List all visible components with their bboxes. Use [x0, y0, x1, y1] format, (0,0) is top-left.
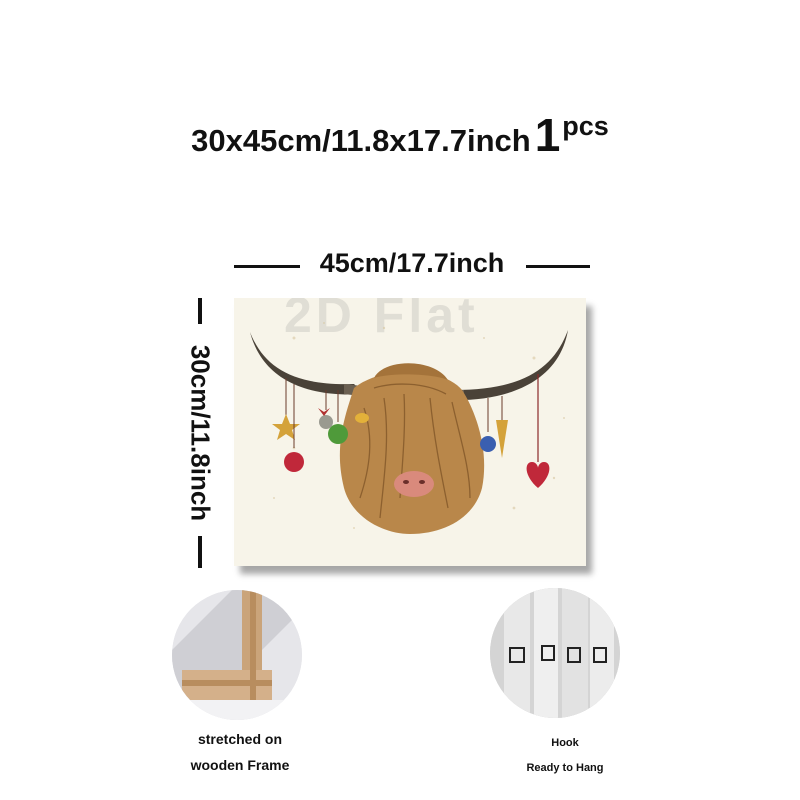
- height-dimension: 30cm/11.8inch: [178, 298, 222, 568]
- quantity-number: 1: [534, 109, 561, 161]
- wooden-frame-corner-image: [172, 590, 302, 720]
- hook-caption-line-2: Ready to Hang: [526, 762, 604, 774]
- gold-drop-ornament: [496, 420, 508, 458]
- height-label: 30cm/11.8inch: [185, 344, 216, 522]
- quantity-unit: pcs: [562, 111, 609, 141]
- cow-head: [339, 371, 485, 534]
- star-ornament: [272, 414, 300, 440]
- hook-caption-line-1: Hook: [551, 737, 579, 749]
- size-text: 30x45cm/11.8x17.7inch: [191, 123, 531, 158]
- paint-splatter: [273, 322, 565, 529]
- width-dimension-line-right: [526, 265, 590, 268]
- blue-ball-ornament: [480, 436, 496, 452]
- canvas-artwork: 2D Flat: [234, 298, 586, 566]
- highland-cow-illustration: [250, 322, 568, 534]
- ornaments-left: [272, 378, 348, 472]
- width-label: 45cm/17.7inch: [319, 248, 505, 278]
- heart-ornament: [526, 462, 550, 488]
- hook-clip-image: [490, 588, 620, 718]
- frame-caption-line-1: stretched on: [197, 731, 282, 747]
- frame-caption-line-2: wooden Frame: [190, 757, 290, 773]
- height-dimension-line-top: [198, 298, 202, 324]
- width-dimension: 45cm/17.7inch: [234, 248, 590, 284]
- red-ball-ornament: [284, 452, 304, 472]
- hook-photo: [490, 588, 620, 718]
- green-ball-ornament: [328, 424, 348, 444]
- size-headline: 30x45cm/11.8x17.7inch1pcs: [0, 108, 800, 162]
- height-dimension-line-bottom: [198, 536, 202, 568]
- ornaments-right: [480, 374, 550, 488]
- wooden-frame-photo: [172, 590, 302, 720]
- watermark: 2D Flat: [284, 298, 479, 343]
- width-dimension-line-left: [234, 265, 300, 268]
- silver-ball-ornament: [319, 415, 333, 429]
- right-horn: [448, 330, 568, 401]
- cow-nose: [394, 471, 434, 497]
